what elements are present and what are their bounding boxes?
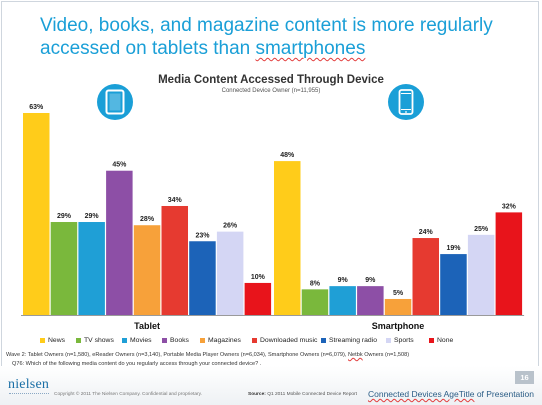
data-label-tablet-books: 45% — [112, 162, 127, 169]
page-number: 16 — [515, 371, 534, 384]
bar-tablet-books — [106, 170, 133, 315]
data-label-tablet-tv-shows: 29% — [57, 213, 72, 220]
data-label-tablet-movies: 29% — [85, 213, 100, 220]
bar-tablet-tv-shows — [50, 222, 78, 315]
data-label-smartphone-none: 32% — [502, 203, 517, 210]
presentation-title: Connected Devices AgeTitle of Presentati… — [368, 389, 534, 399]
category-label-tablet: Tablet — [134, 321, 160, 331]
bar-smartphone-books — [357, 286, 384, 315]
tablet-icon — [97, 84, 133, 120]
footnote-sample-sizes: Wave 2: Tablet Owners (n=1,580), eReader… — [6, 352, 409, 358]
logo-underline — [9, 393, 49, 396]
data-label-tablet-streaming-radio: 23% — [195, 232, 210, 239]
bar-smartphone-streaming-radio — [440, 254, 467, 315]
bar-tablet-magazines — [133, 225, 161, 315]
data-label-tablet-sports: 26% — [223, 223, 238, 230]
legend: News TV shows Movies Books Magazines Download… — [40, 337, 540, 349]
data-label-smartphone-sports: 25% — [474, 226, 489, 233]
legend-item-sports: Sports — [386, 337, 414, 344]
data-label-smartphone-streaming-radio: 19% — [446, 245, 461, 252]
legend-label: Books — [170, 337, 189, 344]
data-label-smartphone-tv-shows: 8% — [310, 280, 321, 287]
footnote-sample-sizes-end: Owners (n=1,508) — [362, 352, 410, 358]
legend-item-downloaded-music: Downloaded music — [252, 337, 317, 344]
chart-subtitle: Connected Device Owner (n=11,955) — [221, 88, 321, 94]
presentation-title-rest: of Presentation — [474, 389, 534, 399]
bar-tablet-none — [244, 282, 272, 315]
smartphone-icon — [388, 84, 424, 120]
legend-swatch — [200, 337, 205, 343]
bar-tablet-movies — [78, 222, 105, 315]
bar-tablet-downloaded-music — [161, 205, 188, 315]
bar-smartphone-downloaded-music — [412, 238, 439, 315]
footnote-misspelled-word: Netbk — [348, 352, 363, 358]
bar-tablet-streaming-radio — [189, 241, 216, 315]
nielsen-logo: nielsen — [8, 377, 50, 392]
legend-item-none: None — [429, 337, 453, 344]
legend-label: None — [437, 337, 454, 344]
data-label-smartphone-news: 48% — [280, 152, 295, 159]
data-label-smartphone-movies: 9% — [338, 277, 349, 284]
legend-swatch — [76, 337, 81, 343]
legend-item-streaming-radio: Streaming radio — [321, 337, 377, 344]
data-label-tablet-none: 10% — [251, 274, 266, 281]
legend-label: Magazines — [208, 337, 241, 344]
legend-label: Sports — [394, 337, 414, 344]
legend-label: Streaming radio — [329, 337, 377, 344]
headline: Video, books, and magazine content is mo… — [40, 14, 510, 60]
legend-swatch — [252, 337, 257, 343]
legend-swatch — [321, 337, 326, 343]
bar-smartphone-movies — [329, 286, 356, 315]
bar-smartphone-news — [274, 161, 301, 315]
copyright-notice: Copyright © 2011 The Nielsen Company. Co… — [54, 392, 202, 397]
data-label-smartphone-magazines: 5% — [393, 290, 404, 297]
legend-swatch — [40, 337, 45, 343]
legend-item-magazines: Magazines — [200, 337, 241, 344]
legend-item-books: Books — [162, 337, 189, 344]
legend-item-movies: Movies — [122, 337, 152, 344]
bar-tablet-sports — [216, 231, 244, 315]
bar-smartphone-tv-shows — [301, 289, 329, 315]
legend-swatch — [122, 337, 127, 343]
presentation-title-misspelled: Connected Devices AgeTitle — [367, 389, 475, 399]
data-label-tablet-news: 63% — [29, 104, 44, 111]
footnote-question: Q76: Which of the following media conten… — [12, 361, 262, 367]
bar-smartphone-none — [495, 212, 523, 315]
legend-label: News — [48, 337, 65, 344]
legend-label: Movies — [130, 337, 152, 344]
chart-title: Media Content Accessed Through Device — [158, 74, 384, 86]
legend-item-news: News — [40, 337, 65, 344]
category-label-smartphone: Smartphone — [372, 321, 425, 331]
bar-smartphone-sports — [467, 234, 495, 315]
legend-item-tv-shows: TV shows — [76, 337, 114, 344]
legend-label: Downloaded music — [260, 337, 318, 344]
source-text: Q1 2011 Mobile Connected Device Report — [267, 392, 357, 397]
footnote-sample-sizes-text: Wave 2: Tablet Owners (n=1,580), eReader… — [6, 352, 349, 358]
legend-swatch — [429, 337, 434, 343]
legend-swatch — [162, 337, 167, 343]
bar-smartphone-magazines — [384, 298, 412, 315]
headline-misspelled-word: smartphones — [255, 38, 366, 59]
headline-text: Video, books, and magazine content is mo… — [40, 15, 493, 59]
data-label-tablet-magazines: 28% — [140, 216, 155, 223]
data-label-smartphone-books: 9% — [365, 277, 376, 284]
data-label-tablet-downloaded-music: 34% — [168, 197, 183, 204]
footer-band — [0, 366, 542, 405]
bar-tablet-news — [23, 113, 50, 315]
data-label-smartphone-downloaded-music: 24% — [419, 229, 434, 236]
source-label: Source: — [248, 392, 266, 397]
legend-swatch — [386, 337, 391, 343]
legend-label: TV shows — [84, 337, 114, 344]
source-note: Source: Q1 2011 Mobile Connected Device … — [248, 392, 357, 397]
